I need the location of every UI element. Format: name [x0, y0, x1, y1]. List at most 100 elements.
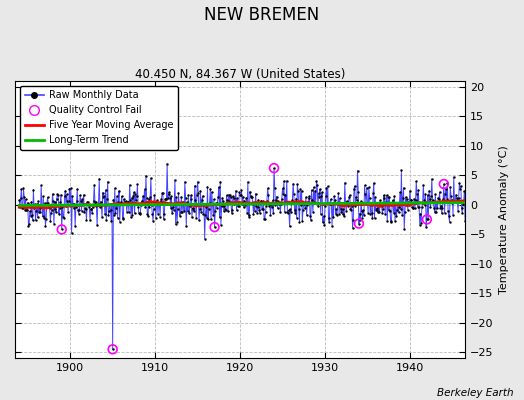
- Point: [177, 209, 185, 215]
- Point: [139, 193, 147, 199]
- Point: [110, 211, 118, 218]
- Point: [54, 211, 63, 217]
- Point: [238, 201, 246, 207]
- Point: [423, 192, 432, 198]
- Point: [101, 187, 110, 193]
- Point: [238, 194, 247, 200]
- Point: [18, 204, 26, 211]
- Point: [225, 198, 234, 204]
- Point: [212, 200, 220, 207]
- Title: 40.450 N, 84.367 W (United States): 40.450 N, 84.367 W (United States): [135, 68, 345, 81]
- Point: [220, 208, 228, 214]
- Point: [343, 198, 351, 204]
- Point: [96, 204, 104, 210]
- Point: [345, 192, 354, 199]
- Point: [98, 214, 106, 220]
- Point: [140, 186, 149, 192]
- Point: [211, 207, 220, 214]
- Point: [134, 204, 143, 210]
- Point: [224, 208, 232, 215]
- Point: [74, 207, 82, 214]
- Point: [184, 192, 193, 198]
- Point: [419, 200, 427, 206]
- Point: [333, 201, 342, 207]
- Point: [341, 180, 349, 186]
- Point: [254, 204, 262, 210]
- Point: [121, 198, 129, 205]
- Point: [367, 210, 376, 216]
- Point: [351, 183, 359, 189]
- Point: [23, 207, 31, 213]
- Point: [402, 202, 410, 208]
- Point: [42, 216, 50, 222]
- Point: [306, 212, 314, 219]
- Point: [302, 212, 311, 218]
- Point: [460, 199, 468, 206]
- Text: Berkeley Earth: Berkeley Earth: [437, 388, 514, 398]
- Point: [113, 193, 121, 199]
- Point: [100, 193, 108, 200]
- Point: [321, 203, 329, 210]
- Point: [389, 197, 397, 204]
- Point: [307, 217, 315, 223]
- Point: [413, 191, 421, 197]
- Point: [380, 195, 389, 201]
- Point: [430, 209, 439, 215]
- Point: [72, 198, 81, 204]
- Point: [244, 212, 253, 218]
- Point: [133, 181, 141, 188]
- Point: [210, 224, 219, 230]
- Point: [324, 183, 332, 190]
- Point: [210, 224, 219, 230]
- Point: [453, 197, 462, 204]
- Point: [337, 209, 345, 215]
- Point: [143, 195, 151, 201]
- Point: [411, 197, 420, 203]
- Point: [386, 208, 394, 214]
- Point: [15, 197, 24, 203]
- Point: [463, 204, 472, 210]
- Point: [440, 181, 448, 187]
- Point: [24, 200, 32, 206]
- Point: [48, 191, 57, 197]
- Point: [359, 207, 367, 214]
- Point: [121, 199, 129, 205]
- Point: [421, 202, 429, 208]
- Point: [59, 214, 67, 220]
- Point: [161, 196, 170, 202]
- Point: [442, 195, 451, 202]
- Point: [447, 200, 456, 207]
- Point: [202, 204, 210, 210]
- Point: [157, 198, 165, 204]
- Point: [171, 221, 180, 228]
- Point: [246, 192, 255, 199]
- Point: [60, 214, 68, 221]
- Point: [242, 194, 250, 201]
- Point: [256, 210, 264, 216]
- Point: [378, 210, 387, 216]
- Point: [331, 196, 339, 203]
- Point: [69, 201, 77, 207]
- Point: [449, 212, 457, 218]
- Point: [123, 209, 131, 215]
- Point: [401, 194, 410, 200]
- Point: [329, 214, 337, 221]
- Point: [319, 213, 328, 219]
- Point: [122, 198, 130, 204]
- Point: [346, 206, 355, 212]
- Point: [118, 215, 127, 221]
- Point: [340, 213, 348, 220]
- Point: [313, 182, 321, 188]
- Point: [286, 223, 294, 230]
- Point: [375, 209, 384, 215]
- Point: [394, 200, 402, 206]
- Point: [76, 192, 84, 198]
- Point: [127, 194, 136, 201]
- Point: [260, 216, 268, 222]
- Point: [448, 197, 456, 203]
- Point: [187, 196, 195, 202]
- Point: [464, 217, 473, 224]
- Point: [270, 165, 278, 171]
- Point: [108, 346, 117, 352]
- Point: [96, 198, 105, 205]
